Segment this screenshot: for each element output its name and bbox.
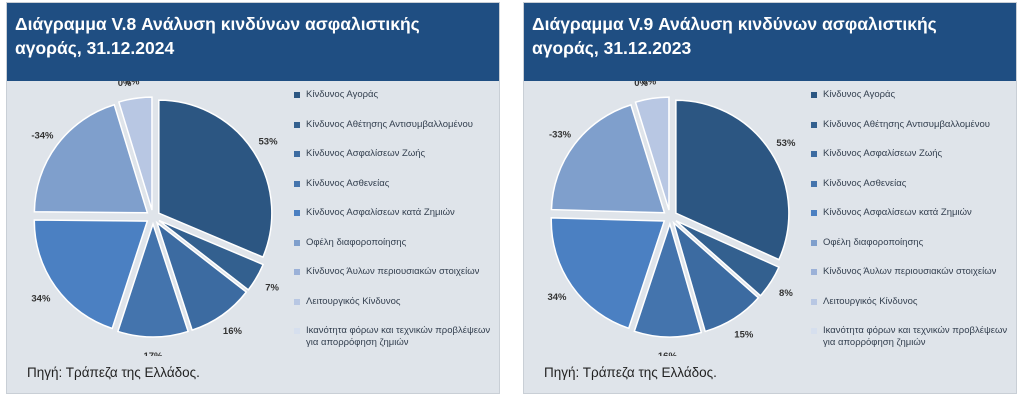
legend-label: Κίνδυνος Ασφαλίσεων κατά Ζημιών bbox=[823, 207, 972, 218]
slice-data-label: 34% bbox=[31, 293, 51, 304]
chart-panel-v9: Διάγραμμα V.9 Ανάλυση κινδύνων ασφαλιστι… bbox=[523, 2, 1017, 394]
legend-item: Λειτουργικός Κίνδυνος bbox=[811, 296, 1016, 326]
legend-label: Κίνδυνος Αγοράς bbox=[823, 89, 896, 100]
legend-label: Κίνδυνος Άυλων περιουσιακών στοιχείων bbox=[823, 266, 997, 277]
slice-data-label: 16% bbox=[223, 326, 243, 337]
slice-data-label: 53% bbox=[259, 137, 279, 148]
legend-label: Κίνδυνος Ασφαλίσεων κατά Ζημιών bbox=[306, 207, 455, 218]
legend-label: Οφέλη διαφοροποίησης bbox=[823, 236, 924, 248]
pie-slice bbox=[675, 99, 790, 261]
pie-slice bbox=[672, 220, 760, 333]
pie-slice bbox=[158, 99, 273, 259]
legend-swatch bbox=[811, 269, 817, 275]
legend-swatch bbox=[294, 121, 300, 128]
legend-swatch bbox=[811, 298, 817, 305]
pie-slice bbox=[634, 96, 670, 211]
slice-data-label: 53% bbox=[776, 138, 796, 149]
legend-swatch bbox=[811, 180, 817, 187]
legend-item: Λειτουργικός Κίνδυνος bbox=[294, 296, 499, 326]
legend-item: Οφέλη διαφοροποίησης bbox=[294, 237, 499, 267]
legend-item: Κίνδυνος Αγοράς bbox=[294, 89, 499, 119]
legend-item: Κίνδυνος Ασθενείας bbox=[294, 178, 499, 208]
legend-label: Λειτουργικός Κίνδυνος bbox=[306, 295, 401, 307]
legend-label: Κίνδυνος Αγοράς bbox=[306, 89, 379, 100]
pie-slice bbox=[116, 221, 190, 338]
pie-slice bbox=[117, 96, 153, 211]
legend-swatch bbox=[294, 298, 300, 305]
legend-label: Κίνδυνος Ασθενείας bbox=[306, 177, 390, 189]
legend-item: Κίνδυνος Ασφαλίσεων Ζωής bbox=[811, 148, 1016, 178]
slice-data-label: -34% bbox=[31, 130, 54, 141]
legend-item: Κίνδυνος Ασφαλίσεων Ζωής bbox=[294, 148, 499, 178]
pie-slice bbox=[550, 103, 666, 214]
legend-item: Κίνδυνος Αγοράς bbox=[811, 89, 1016, 119]
legend-swatch bbox=[811, 239, 817, 246]
chart-panel-v8: Διάγραμμα V.8 Ανάλυση κινδύνων ασφαλιστι… bbox=[6, 2, 500, 394]
legend-swatch bbox=[811, 151, 817, 157]
legend-label: Λειτουργικός Κίνδυνος bbox=[823, 295, 918, 307]
pie-slice bbox=[633, 221, 703, 338]
legend-label: Κίνδυνος Ασθενείας bbox=[823, 177, 907, 189]
legend-label: Κίνδυνος Αθέτησης Αντισυμβαλλομένου bbox=[306, 118, 473, 130]
legend-swatch bbox=[294, 180, 300, 187]
legend-item: Ικανότητα φόρων και τεχνικών προβλέψεων … bbox=[811, 325, 1016, 365]
legend-item: Κίνδυνος Ασφαλίσεων κατά Ζημιών bbox=[811, 207, 1016, 237]
pie-chart: 53%8%15%16%34%-33%0%8% bbox=[547, 81, 796, 356]
legend-item: Κίνδυνος Αθέτησης Αντισυμβαλλομένου bbox=[294, 119, 499, 149]
legend-item: Οφέλη διαφοροποίησης bbox=[811, 237, 1016, 267]
legend: Κίνδυνος Αγοράς Κίνδυνος Αθέτησης Αντισυμ… bbox=[294, 89, 499, 365]
legend-swatch bbox=[294, 151, 300, 157]
legend-item: Κίνδυνος Αθέτησης Αντισυμβαλλομένου bbox=[811, 119, 1016, 149]
source-note: Πηγή: Τράπεζα της Ελλάδος. bbox=[27, 365, 200, 380]
pie-slice bbox=[33, 219, 149, 330]
slice-data-label: 15% bbox=[734, 330, 754, 341]
pie-slice bbox=[33, 103, 149, 214]
legend-label: Οφέλη διαφοροποίησης bbox=[306, 236, 407, 248]
legend-swatch bbox=[294, 210, 300, 216]
legend-item: Κίνδυνος Ασφαλίσεων κατά Ζημιών bbox=[294, 207, 499, 237]
slice-data-label: 16% bbox=[658, 351, 678, 356]
slice-data-label: 34% bbox=[547, 292, 567, 303]
slice-data-label: 8% bbox=[126, 81, 140, 88]
legend-item: Ικανότητα φόρων και τεχνικών προβλέψεων … bbox=[294, 325, 499, 365]
slice-data-label: 0% bbox=[118, 81, 132, 89]
legend-swatch bbox=[811, 121, 817, 128]
legend-item: Κίνδυνος Ασθενείας bbox=[811, 178, 1016, 208]
pie-slice bbox=[155, 220, 248, 332]
source-note: Πηγή: Τράπεζα της Ελλάδος. bbox=[544, 365, 717, 380]
slice-data-label: 8% bbox=[779, 288, 793, 299]
legend-swatch bbox=[811, 92, 817, 98]
slice-data-label: 17% bbox=[143, 351, 163, 356]
slice-data-label: 0% bbox=[634, 81, 648, 89]
legend-item: Κίνδυνος Άυλων περιουσιακών στοιχείων bbox=[811, 266, 1016, 296]
pie-slice bbox=[550, 217, 666, 330]
chart-title: Διάγραμμα V.8 Ανάλυση κινδύνων ασφαλιστι… bbox=[7, 3, 499, 81]
pie-slice bbox=[675, 220, 780, 297]
legend: Κίνδυνος Αγοράς Κίνδυνος Αθέτησης Αντισυμ… bbox=[811, 89, 1016, 365]
chart-title: Διάγραμμα V.9 Ανάλυση κινδύνων ασφαλιστι… bbox=[524, 3, 1016, 81]
legend-swatch bbox=[294, 239, 300, 246]
pie-chart: 53% 7% 16% 17% 34% -34% 0%8% bbox=[31, 81, 279, 356]
slice-data-label: -33% bbox=[549, 130, 572, 141]
pie-slice bbox=[158, 219, 265, 291]
legend-label: Κίνδυνος Αθέτησης Αντισυμβαλλομένου bbox=[823, 118, 990, 130]
legend-swatch bbox=[294, 269, 300, 275]
slice-data-label: 8% bbox=[642, 81, 656, 88]
legend-label: Ικανότητα φόρων και τεχνικών προβλέψεων … bbox=[306, 325, 491, 348]
legend-label: Κίνδυνος Ασφαλίσεων Ζωής bbox=[823, 148, 943, 159]
slice-data-label: 7% bbox=[265, 283, 279, 294]
legend-label: Κίνδυνος Ασφαλίσεων Ζωής bbox=[306, 148, 426, 159]
legend-label: Κίνδυνος Άυλων περιουσιακών στοιχείων bbox=[306, 266, 480, 277]
legend-swatch bbox=[294, 92, 300, 98]
legend-item: Κίνδυνος Άυλων περιουσιακών στοιχείων bbox=[294, 266, 499, 296]
legend-swatch bbox=[294, 328, 300, 334]
legend-swatch bbox=[811, 328, 817, 334]
legend-label: Ικανότητα φόρων και τεχνικών προβλέψεων … bbox=[823, 325, 1008, 348]
legend-swatch bbox=[811, 210, 817, 216]
